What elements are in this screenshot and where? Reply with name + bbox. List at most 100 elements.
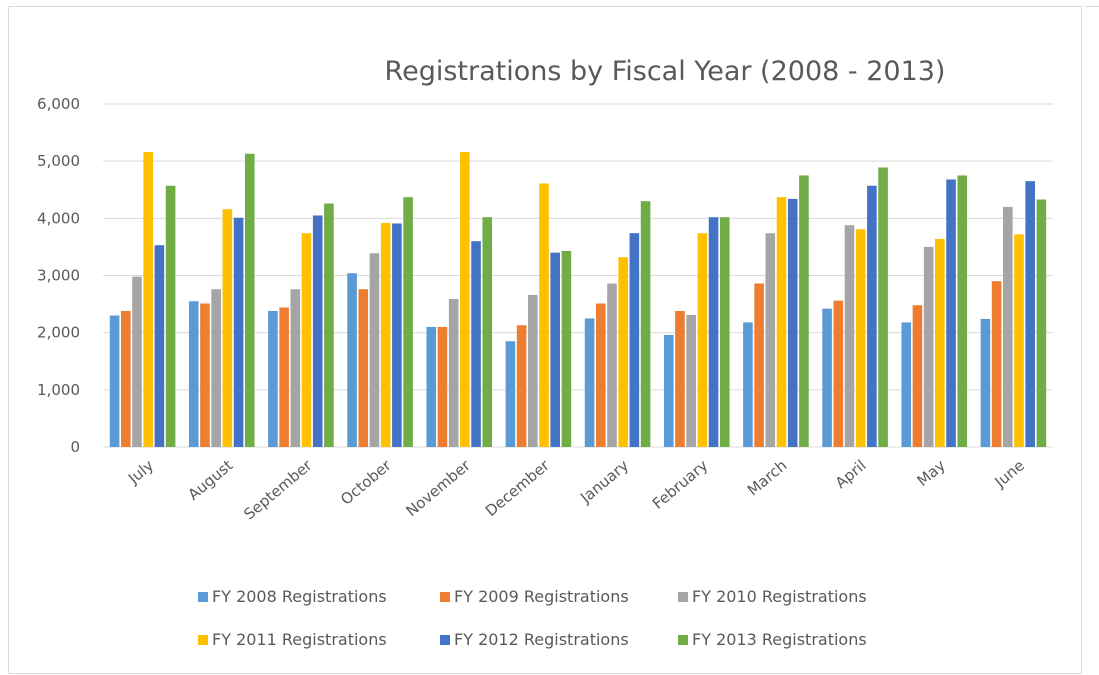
bar (132, 276, 142, 447)
bar (312, 215, 323, 447)
bar (901, 322, 912, 447)
bar (1036, 199, 1047, 447)
y-tick-label: 0 (70, 438, 80, 456)
y-tick-label: 5,000 (37, 152, 80, 170)
bar (539, 183, 549, 447)
x-tick-label: March (744, 456, 791, 499)
x-tick-label: April (832, 456, 870, 492)
bar (822, 308, 832, 447)
bar (1003, 206, 1013, 447)
bar (686, 314, 696, 447)
bar (787, 198, 798, 447)
bar (244, 153, 255, 448)
bar (426, 326, 437, 447)
legend-label: FY 2009 Registrations (454, 587, 629, 606)
y-tick-label: 2,000 (37, 324, 80, 342)
bar (957, 175, 968, 448)
legend-label: FY 2011 Registrations (212, 630, 387, 649)
bar (935, 238, 945, 447)
bar (833, 300, 844, 447)
legend-label: FY 2010 Registrations (692, 587, 867, 606)
bar (528, 294, 538, 447)
legend-swatch (440, 635, 450, 645)
legend-label: FY 2013 Registrations (692, 630, 867, 649)
legend-swatch (440, 592, 450, 602)
bar (188, 301, 199, 447)
x-tick-label: February (649, 456, 712, 513)
bar (765, 233, 776, 447)
y-axis-ticks: 0 1,000 2,000 3,000 4,000 5,000 6,000 (37, 95, 80, 456)
bar (471, 241, 481, 447)
bar (392, 223, 402, 447)
bar (165, 185, 176, 447)
bar (222, 209, 233, 447)
bar (437, 326, 448, 447)
bar (980, 318, 991, 447)
x-axis-ticks: July August September October November Decemb… (124, 456, 1028, 524)
bar (799, 175, 809, 448)
legend-swatch (198, 635, 208, 645)
bar (550, 252, 561, 447)
y-tick-label: 4,000 (37, 209, 80, 227)
bar (403, 197, 413, 447)
bar (233, 217, 244, 447)
bar (867, 185, 877, 447)
bar (912, 305, 923, 447)
bar (279, 307, 289, 447)
bar (1025, 181, 1036, 448)
bar (618, 257, 628, 447)
chart-title: Registrations by Fiscal Year (2008 - 201… (385, 56, 946, 87)
bar (719, 217, 730, 447)
y-tick-label: 3,000 (37, 267, 80, 285)
legend-swatch (678, 635, 688, 645)
bar (629, 233, 640, 447)
legend-swatch (198, 592, 208, 602)
bar (482, 217, 493, 447)
bar (743, 322, 753, 447)
x-tick-label: June (991, 456, 1028, 491)
bar (380, 222, 391, 447)
bar (595, 303, 606, 447)
x-tick-label: January (576, 456, 632, 507)
bar (211, 289, 221, 447)
legend-swatch (678, 592, 688, 602)
bar (358, 289, 369, 447)
bar (663, 334, 674, 447)
bar (120, 310, 131, 447)
x-tick-label: August (185, 456, 237, 504)
y-tick-label: 6,000 (37, 95, 80, 113)
legend-label: FY 2012 Registrations (454, 630, 629, 649)
legend-label: FY 2008 Registrations (212, 587, 387, 606)
bar (675, 310, 685, 447)
bar (109, 315, 120, 447)
bar (708, 217, 719, 447)
bar (561, 250, 572, 447)
bar (290, 289, 301, 447)
x-tick-label: December (482, 456, 554, 520)
bar (607, 283, 617, 447)
bar (460, 152, 470, 447)
bar (754, 283, 764, 447)
x-tick-label: October (337, 456, 395, 509)
bar (946, 179, 956, 447)
bar (697, 233, 708, 447)
x-tick-label: July (124, 456, 157, 488)
bar (301, 233, 312, 447)
bar (640, 201, 651, 447)
bar (878, 167, 888, 447)
bar (516, 325, 527, 447)
bar (584, 318, 595, 447)
bar (347, 273, 357, 447)
bar (369, 253, 380, 447)
bar (448, 298, 459, 447)
bar (991, 281, 1002, 447)
bar (776, 197, 787, 447)
x-tick-label: September (240, 456, 316, 524)
bar (154, 245, 165, 447)
bar (268, 310, 278, 447)
bar (844, 225, 855, 447)
bar (143, 152, 153, 447)
x-tick-label: May (913, 456, 948, 490)
legend: FY 2008 Registrations FY 2009 Registratio… (198, 587, 867, 649)
bar (1014, 234, 1024, 447)
